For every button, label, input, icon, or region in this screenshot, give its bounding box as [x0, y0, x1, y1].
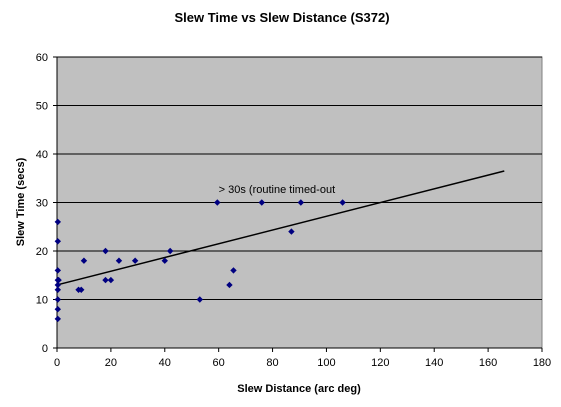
- data-point-25: [288, 228, 295, 235]
- x-tick-label-7: 140: [425, 357, 443, 369]
- y-axis-label: Slew Time (secs): [15, 157, 27, 246]
- data-point-17: [131, 257, 139, 264]
- data-point-16: [115, 257, 123, 264]
- y-tick-label-2: 20: [36, 246, 48, 258]
- data-point-7: [54, 306, 62, 313]
- y-axis-ticks: 0 10 20 30 40 50 60: [36, 52, 57, 355]
- data-point-22: [226, 281, 233, 289]
- data-point-2: [54, 267, 62, 274]
- x-tick-label-9: 180: [533, 357, 551, 369]
- data-points: [54, 199, 346, 323]
- data-point-6: [54, 296, 62, 303]
- y-tick-label-0: 0: [42, 343, 48, 355]
- y-tick-label-5: 50: [36, 101, 48, 113]
- data-point-21: [214, 199, 221, 206]
- annotation-label: > 30s (routine timed-out: [219, 184, 335, 196]
- x-tick-label-8: 160: [479, 357, 497, 369]
- data-point-15: [107, 276, 115, 284]
- chart-title: Slew Time vs Slew Distance (S372): [174, 10, 389, 25]
- data-point-27: [339, 199, 346, 206]
- data-point-18: [161, 257, 168, 264]
- data-point-23: [230, 267, 237, 274]
- trendline: [56, 170, 505, 286]
- y-tick-label-6: 60: [36, 52, 48, 64]
- x-tick-label-3: 60: [213, 357, 225, 369]
- data-point-1: [54, 238, 62, 245]
- data-point-19: [166, 247, 174, 255]
- data-point-20: [196, 296, 204, 303]
- x-tick-label-5: 100: [317, 357, 335, 369]
- x-tick-label-1: 20: [105, 357, 117, 369]
- y-tick-label-1: 10: [36, 295, 48, 307]
- data-point-14: [102, 276, 109, 284]
- data-point-11: [78, 286, 85, 293]
- x-axis-ticks: 0 20 40 60 80 100 120 140 160 180: [54, 348, 551, 369]
- y-tick-label-4: 40: [36, 149, 48, 161]
- x-axis-label: Slew Distance (arc deg): [237, 383, 361, 395]
- data-point-12: [80, 257, 88, 264]
- y-tick-label-3: 30: [36, 198, 48, 210]
- data-point-5: [54, 286, 62, 293]
- data-point-26: [297, 199, 305, 206]
- x-tick-label-6: 120: [371, 357, 389, 369]
- data-point-13: [102, 247, 109, 255]
- data-point-24: [258, 199, 265, 206]
- data-point-8: [54, 315, 62, 323]
- x-tick-label-4: 80: [266, 357, 278, 369]
- data-point-4: [54, 281, 62, 289]
- x-tick-label-2: 40: [159, 357, 171, 369]
- data-point-9: [55, 276, 62, 284]
- data-point-0: [54, 218, 62, 226]
- x-tick-label-0: 0: [54, 357, 60, 369]
